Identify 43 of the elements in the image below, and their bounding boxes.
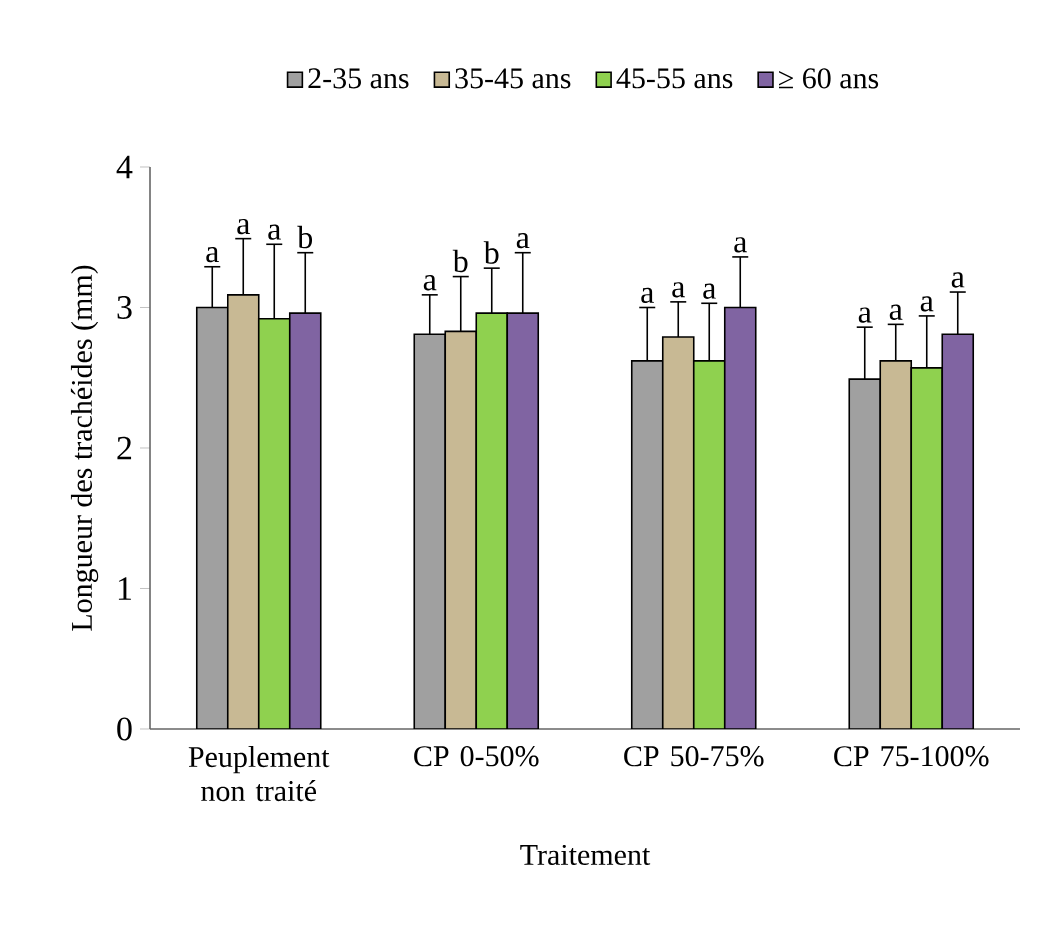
data-label: b xyxy=(483,241,499,264)
bar xyxy=(506,312,540,729)
bar xyxy=(444,330,478,729)
data-label: b xyxy=(452,249,468,273)
x-tick-label: Peuplement non traité xyxy=(188,746,330,802)
data-label: a xyxy=(951,272,965,288)
legend-label: 45-55 ans xyxy=(616,68,733,89)
data-label: a xyxy=(734,237,747,253)
y-tick-label: 3 xyxy=(117,296,132,319)
bar xyxy=(661,336,695,729)
data-label: a xyxy=(423,275,437,291)
y-tick-label: 2 xyxy=(117,436,132,460)
x-axis-title: Traitement xyxy=(520,844,651,866)
y-axis-title: Longueur des trachéides (mm) xyxy=(70,265,99,631)
x-tick-label: CP 0-50% xyxy=(414,746,539,767)
bar xyxy=(941,333,975,729)
y-tick-label: 1 xyxy=(118,577,131,600)
bar xyxy=(848,378,882,729)
bar xyxy=(195,306,229,729)
data-label: a xyxy=(672,282,685,298)
data-label: a xyxy=(268,224,281,240)
legend-label: 2-35 ans xyxy=(308,68,409,89)
data-label: a xyxy=(516,232,530,249)
bar xyxy=(288,312,322,729)
legend-label: ≥ 60 ans xyxy=(779,68,879,89)
bar xyxy=(630,360,664,729)
bar xyxy=(413,333,447,729)
data-label: a xyxy=(237,218,250,235)
data-label: a xyxy=(703,283,716,299)
bar xyxy=(723,306,757,729)
y-tick-label: 4 xyxy=(116,155,133,179)
data-label: a xyxy=(920,296,934,312)
data-label: a xyxy=(858,307,872,323)
data-label: a xyxy=(206,247,219,263)
legend-label: 35-45 ans xyxy=(455,68,571,89)
x-tick-label: CP 75-100% xyxy=(834,746,989,767)
data-label: b xyxy=(297,225,313,249)
bar xyxy=(226,294,260,729)
data-label: a xyxy=(889,304,903,320)
bar xyxy=(879,360,913,729)
x-tick-label: CP 50-75% xyxy=(624,746,764,767)
data-label: a xyxy=(641,287,654,304)
y-tick-label: 0 xyxy=(117,717,132,741)
